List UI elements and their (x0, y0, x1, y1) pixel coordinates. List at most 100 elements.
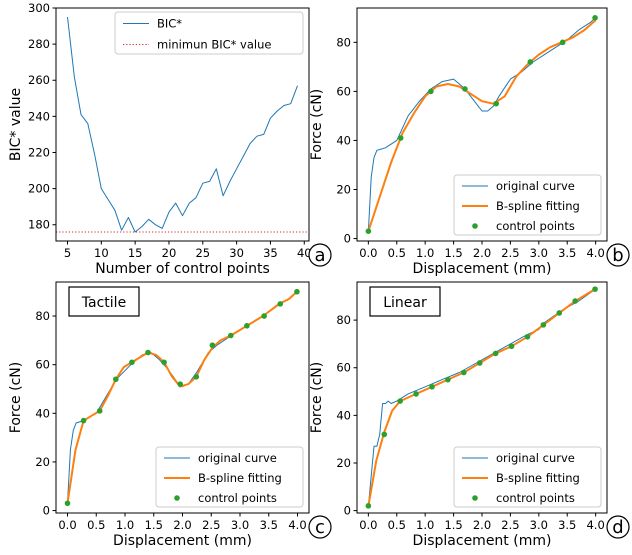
x-tick-label: 4.0 (288, 518, 306, 532)
y-tick-label: 220 (28, 145, 50, 159)
control-point (193, 374, 200, 380)
legend-box (155, 446, 304, 508)
control-point (228, 332, 234, 339)
x-tick-label: 3.0 (231, 518, 249, 532)
control-point (508, 343, 515, 350)
x-tick-label: 15 (128, 246, 143, 260)
x-tick-label: 0.0 (359, 518, 377, 532)
x-tick-label: 1.0 (416, 246, 434, 260)
y-tick-label: 0 (344, 232, 351, 246)
y-tick-label: 40 (336, 408, 351, 422)
legend-label: original curve (198, 451, 277, 465)
control-point (294, 288, 300, 295)
control-points-d (365, 286, 598, 509)
control-points-c (64, 288, 300, 507)
y-tick-label: 60 (336, 361, 351, 375)
control-point (177, 381, 183, 387)
y-tick-label: 80 (35, 309, 50, 323)
y-tick-label: 40 (35, 406, 50, 420)
x-axis-label: Displacement (mm) (413, 261, 552, 277)
x-tick-label: 10 (94, 246, 109, 260)
control-point (461, 369, 467, 376)
control-point (244, 322, 250, 329)
plot-frame (55, 7, 310, 242)
control-point (145, 349, 151, 356)
control-point (113, 376, 119, 383)
panel-a: 5 10 15 20 25 30 35 40 180 200 220 240 260 280 300 Numb… (8, 1, 332, 277)
y-axis-label: Force (cN) (309, 89, 325, 160)
y-axis-label: BIC* value (8, 88, 24, 161)
y-tick-label: 240 (28, 109, 50, 123)
panel-letter-badge (308, 515, 332, 539)
x-tick-label: 2.0 (173, 518, 191, 532)
legend-label: control points (496, 219, 575, 233)
x-tick-label: 2.5 (501, 518, 519, 532)
legend-c: original curve B-spline fitting control po… (155, 446, 304, 508)
x-tick-label: 20 (162, 246, 177, 260)
x-tick-label: 0.5 (388, 518, 406, 532)
x-tick-label: 0.5 (87, 518, 105, 532)
y-tick-label: 40 (336, 133, 351, 147)
x-tick-label: 2.0 (473, 518, 491, 532)
panel-letter: b (612, 245, 623, 266)
legend-b: original curve B-spline fitting control po… (453, 174, 602, 236)
control-point (524, 333, 531, 340)
legend-label: control points (496, 491, 575, 505)
control-point (365, 228, 372, 234)
control-point (64, 500, 71, 507)
x-tick-label: 0.5 (388, 246, 406, 260)
x-tick-label: 1.0 (416, 518, 434, 532)
panel-title: Linear (383, 295, 427, 311)
control-point (559, 39, 566, 46)
panel-letter: a (314, 245, 325, 266)
control-point (209, 342, 216, 349)
panel-title-box (68, 286, 140, 317)
control-point (96, 408, 103, 414)
control-point (445, 376, 451, 383)
x-axis-label: Displacement (mm) (113, 533, 252, 549)
x-tick-label: 3.0 (530, 518, 548, 532)
panel-letter-badge (308, 243, 332, 267)
y-tick-label: 0 (43, 504, 50, 518)
x-tick-label: 2.5 (501, 246, 519, 260)
y-tick-label: 20 (35, 455, 50, 469)
x-tick-label: 2.0 (473, 246, 491, 260)
panel-letter: d (612, 517, 623, 538)
legend-label: BIC* (157, 17, 182, 31)
control-point (161, 359, 167, 366)
legend-label: minimun BIC* value (157, 38, 271, 52)
control-point (413, 391, 419, 397)
y-tick-label: 80 (336, 313, 351, 327)
panel-letter: c (315, 517, 325, 538)
series-line-b-1 (367, 19, 597, 232)
x-tick-label: 1.0 (116, 518, 134, 532)
x-tick-label: 3.0 (530, 246, 548, 260)
y-tick-label: 200 (28, 182, 50, 196)
legend-box (114, 11, 304, 55)
control-point (527, 59, 534, 65)
control-point (493, 100, 500, 107)
y-tick-label: 0 (344, 504, 351, 518)
series-line-b-0 (367, 17, 596, 232)
control-point (592, 15, 598, 21)
x-tick-label: 0.0 (58, 518, 76, 532)
control-point (129, 359, 135, 366)
legend-label: B-spline fitting (496, 199, 580, 213)
control-point (261, 313, 267, 319)
y-tick-label: 80 (336, 35, 351, 49)
x-tick-label: 3.5 (260, 518, 278, 532)
panel-c: 0.0 0.5 1.0 1.5 2.0 2.5 3.0 3.5 4.0 0 20 40 60 80 Disp… (8, 281, 332, 549)
control-point (492, 350, 499, 357)
x-tick-label: 5 (64, 246, 71, 260)
control-point (80, 417, 87, 424)
control-point (540, 322, 547, 328)
control-point (365, 503, 372, 509)
legend-marker-dot (174, 495, 180, 501)
legend-label: original curve (496, 451, 575, 465)
panel-d: 0.0 0.5 1.0 1.5 2.0 2.5 3.0 3.5 4.0 0 20 40 60 80 Disp… (309, 281, 630, 549)
y-axis-label: Force (cN) (309, 362, 325, 433)
y-tick-label: 180 (28, 218, 50, 232)
x-tick-label: 30 (229, 246, 244, 260)
x-tick-label: 0.0 (359, 246, 377, 260)
